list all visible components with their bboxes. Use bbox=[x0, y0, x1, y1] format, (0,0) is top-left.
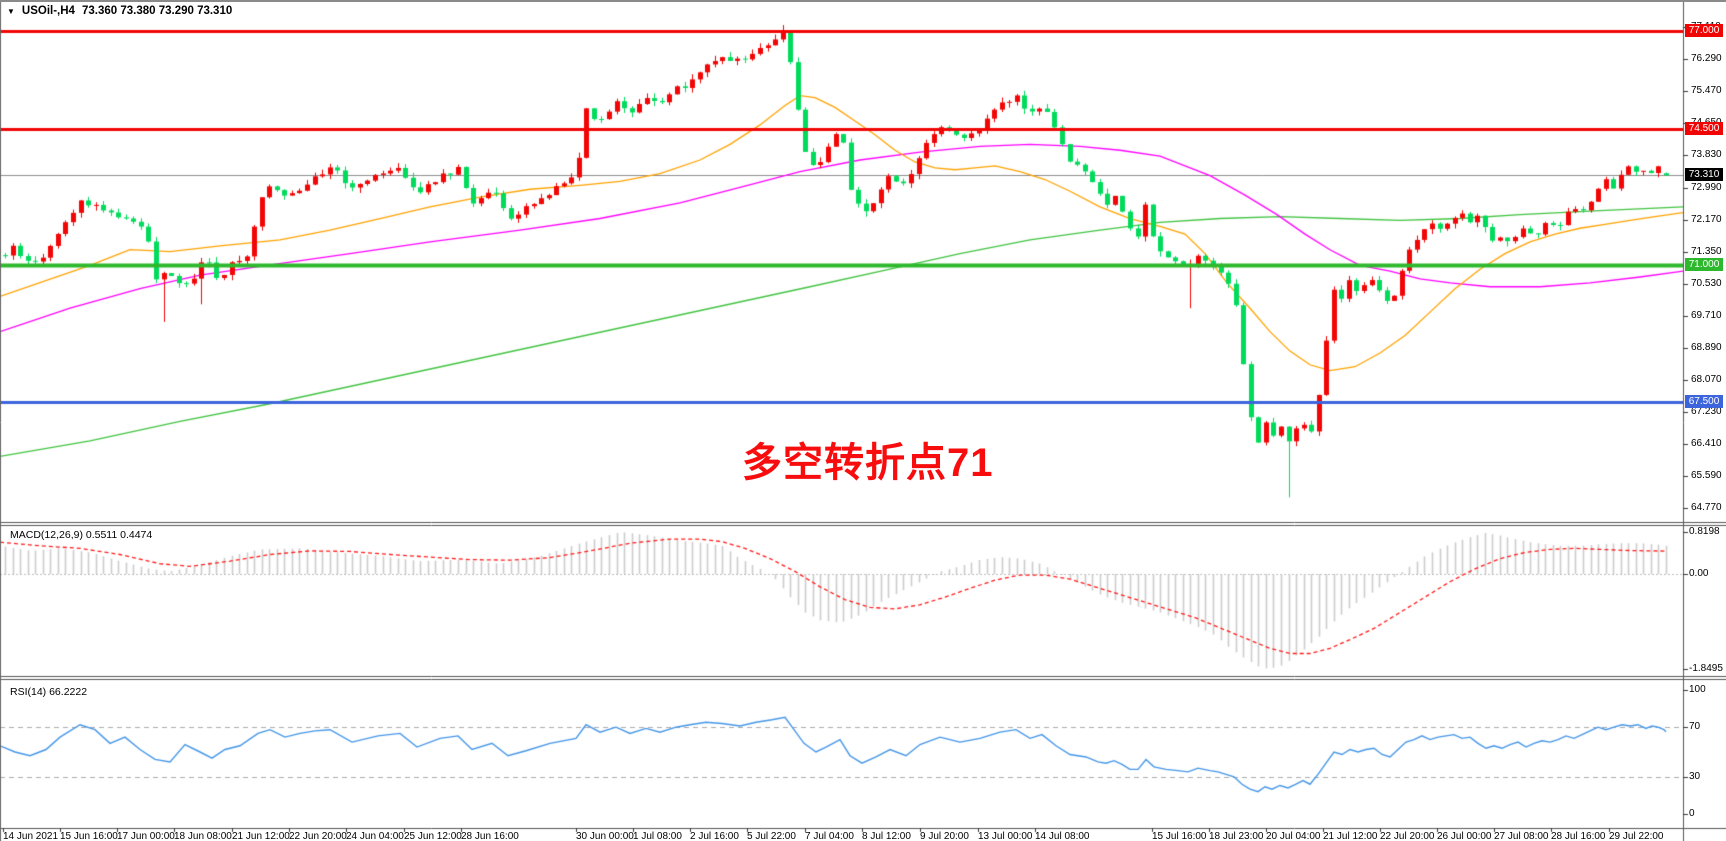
time-axis-label: 21 Jun 12:00 bbox=[232, 831, 290, 841]
price-tick-label: 67.230 bbox=[1691, 406, 1722, 417]
price-tick-label: 70.530 bbox=[1691, 278, 1722, 289]
price-tick-label: 73.830 bbox=[1691, 149, 1722, 160]
time-axis-label: 30 Jun 00:00 bbox=[576, 831, 634, 841]
price-tick-label: 75.470 bbox=[1691, 85, 1722, 96]
price-level-badge: 67.500 bbox=[1685, 395, 1723, 408]
macd-tick-label: -1.8495 bbox=[1689, 663, 1723, 674]
time-axis-label: 29 Jul 22:00 bbox=[1609, 831, 1664, 841]
price-level-badge: 77.000 bbox=[1685, 24, 1723, 37]
time-axis-label: 1 Jul 08:00 bbox=[633, 831, 682, 841]
price-tick-label: 72.990 bbox=[1691, 182, 1722, 193]
price-tick-label: 64.770 bbox=[1691, 502, 1722, 513]
time-axis-label: 14 Jun 2021 bbox=[3, 831, 59, 841]
rsi-tick-label: 30 bbox=[1689, 771, 1701, 782]
price-tick-label: 68.070 bbox=[1691, 374, 1722, 385]
time-axis-label: 15 Jun 16:00 bbox=[60, 831, 118, 841]
price-level-badge: 73.310 bbox=[1685, 168, 1723, 181]
time-axis-label: 22 Jun 20:00 bbox=[289, 831, 347, 841]
price-level-badge: 74.500 bbox=[1685, 122, 1723, 135]
rsi-tick-label: 70 bbox=[1689, 721, 1701, 732]
time-axis-label: 28 Jun 16:00 bbox=[461, 831, 519, 841]
time-axis-label: 28 Jul 16:00 bbox=[1551, 831, 1606, 841]
price-tick-label: 71.350 bbox=[1691, 246, 1722, 257]
price-tick-label: 66.410 bbox=[1691, 438, 1722, 449]
time-axis-label: 13 Jul 00:00 bbox=[978, 831, 1033, 841]
time-axis-label: 24 Jun 04:00 bbox=[346, 831, 404, 841]
time-axis-label: 18 Jul 23:00 bbox=[1209, 831, 1264, 841]
macd-tick-label: 0.00 bbox=[1689, 568, 1709, 579]
symbol-label: USOil-,H4 bbox=[21, 5, 75, 17]
macd-tick-label: 0.8198 bbox=[1689, 526, 1720, 537]
rsi-tick-label: 100 bbox=[1689, 684, 1706, 695]
time-axis-label: 9 Jul 20:00 bbox=[920, 831, 969, 841]
rsi-indicator-label: RSI(14) 66.2222 bbox=[10, 686, 88, 698]
time-axis-label: 5 Jul 22:00 bbox=[747, 831, 796, 841]
rsi-tick-label: 0 bbox=[1689, 808, 1695, 819]
time-axis-label: 26 Jul 00:00 bbox=[1437, 831, 1492, 841]
price-tick-label: 69.710 bbox=[1691, 310, 1722, 321]
time-axis-label: 18 Jun 08:00 bbox=[174, 831, 232, 841]
time-axis-label: 2 Jul 16:00 bbox=[690, 831, 739, 841]
price-tick-label: 68.890 bbox=[1691, 342, 1722, 353]
chart-text-annotation: 多空转折点71 bbox=[742, 441, 994, 485]
symbol-dropdown-icon[interactable]: ▼ bbox=[7, 6, 15, 16]
time-axis-label: 25 Jun 12:00 bbox=[404, 831, 462, 841]
time-axis-label: 17 Jun 00:00 bbox=[117, 831, 175, 841]
time-axis-label: 8 Jul 12:00 bbox=[862, 831, 911, 841]
time-axis-label: 14 Jul 08:00 bbox=[1035, 831, 1090, 841]
time-axis-label: 22 Jul 20:00 bbox=[1380, 831, 1435, 841]
ohlc-quote-label: 73.360 73.380 73.290 73.310 bbox=[81, 5, 233, 17]
price-tick-label: 65.590 bbox=[1691, 470, 1722, 481]
price-tick-label: 76.290 bbox=[1691, 53, 1722, 64]
time-axis-label: 21 Jul 12:00 bbox=[1323, 831, 1378, 841]
price-tick-label: 72.170 bbox=[1691, 214, 1722, 225]
price-level-badge: 71.000 bbox=[1685, 258, 1723, 271]
macd-indicator-label: MACD(12,26,9) 0.5511 0.4474 bbox=[10, 529, 153, 541]
time-axis-label: 27 Jul 08:00 bbox=[1494, 831, 1549, 841]
time-axis-label: 15 Jul 16:00 bbox=[1152, 831, 1207, 841]
time-axis-label: 7 Jul 04:00 bbox=[805, 831, 854, 841]
chart-title-bar: ▼ USOil-,H4 73.360 73.380 73.290 73.310 bbox=[7, 5, 232, 17]
time-axis-label: 20 Jul 04:00 bbox=[1266, 831, 1321, 841]
